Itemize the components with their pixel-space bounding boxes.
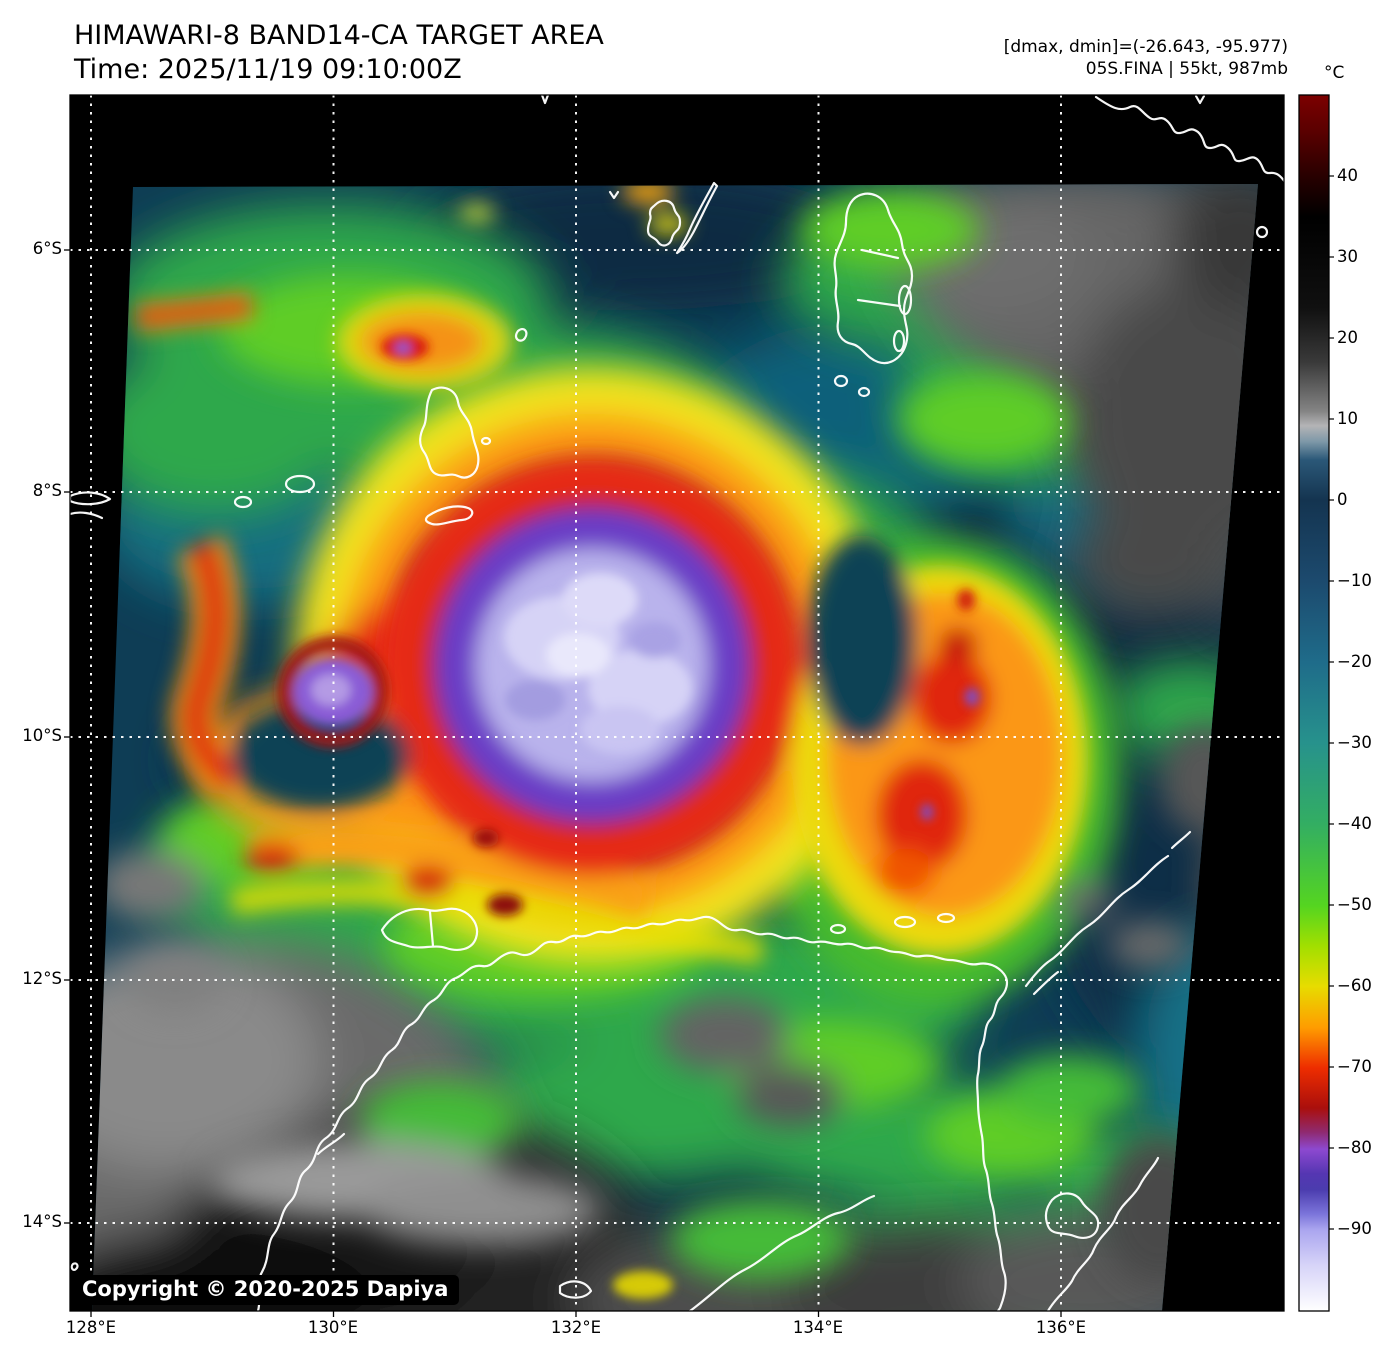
- gridlines: [70, 95, 1284, 1311]
- coast-gulf-south: [688, 1194, 876, 1313]
- cyclone-eye-core: [277, 334, 979, 1299]
- colorbar-tick-label: −90: [1337, 1219, 1372, 1238]
- satellite-data-scene: [92, 184, 1258, 1311]
- coastlines: [68, 93, 1287, 1313]
- coast-tiwi-islands: [380, 907, 479, 951]
- storm-info-label: 05S.FINA | 55kt, 987mb: [1085, 59, 1288, 80]
- colorbar: [1298, 94, 1334, 1312]
- colorbar-ticks: [1329, 175, 1334, 1230]
- colorbar-tick-label: −30: [1337, 733, 1372, 752]
- colorbar-tick-label: −50: [1337, 895, 1372, 914]
- colorbar-tick-label: 10: [1337, 409, 1358, 428]
- colorbar-gradient: [1298, 94, 1330, 1312]
- colorbar-tick-label: 0: [1337, 490, 1348, 509]
- coast-seram-islets: [646, 199, 682, 247]
- lon-tick-label: 130°E: [307, 1318, 359, 1337]
- coast-babar: [424, 505, 474, 526]
- lat-tick-label: 6°S: [32, 239, 62, 258]
- colorbar-tick-label: −80: [1337, 1138, 1372, 1157]
- colorbar-unit-label: °C: [1324, 63, 1345, 83]
- coast-australia-north: [256, 915, 1009, 1313]
- lon-tick-label: 134°E: [792, 1318, 844, 1337]
- colorbar-tick-label: −20: [1337, 652, 1372, 671]
- time-label: Time: 2025/11/19 09:10:00Z: [74, 54, 462, 85]
- coast-wessel-islands: [1024, 854, 1170, 988]
- coast-aru-islands: [833, 192, 914, 365]
- lat-tick-label: 14°S: [22, 1212, 62, 1231]
- colorbar-tick-label: 20: [1337, 328, 1358, 347]
- coast-tanimbar: [419, 386, 480, 479]
- lon-tick-label: 136°E: [1035, 1318, 1087, 1337]
- lat-tick-label: 12°S: [22, 969, 62, 988]
- lat-tick-label: 10°S: [22, 726, 62, 745]
- colorbar-tick-label: −40: [1337, 814, 1372, 833]
- plot-frame: [69, 94, 1285, 1312]
- lat-tick-label: 8°S: [32, 481, 62, 500]
- colorbar-tick-label: −70: [1337, 1057, 1372, 1076]
- page-title: HIMAWARI-8 BAND14-CA TARGET AREA: [74, 20, 604, 51]
- colorbar-tick-label: −60: [1337, 976, 1372, 995]
- copyright-badge: Copyright © 2020-2025 Dapiya: [73, 1275, 460, 1305]
- colorbar-tick-label: 40: [1337, 166, 1358, 185]
- header-right-info: [dmax, dmin]=(-26.643, -95.977) 05S.FINA…: [1004, 36, 1288, 81]
- lon-tick-label: 128°E: [65, 1318, 117, 1337]
- coast-groote: [1044, 1192, 1100, 1239]
- coast-gulf-east: [1046, 1156, 1160, 1313]
- coast-new-guinea: [1094, 95, 1287, 184]
- dmax-dmin-label: [dmax, dmin]=(-26.643, -95.977): [1003, 37, 1288, 57]
- colorbar-tick-label: −10: [1337, 571, 1372, 590]
- axis-ticks: [64, 249, 1062, 1317]
- colorbar-tick-label: 30: [1337, 247, 1358, 266]
- lon-tick-label: 132°E: [550, 1318, 602, 1337]
